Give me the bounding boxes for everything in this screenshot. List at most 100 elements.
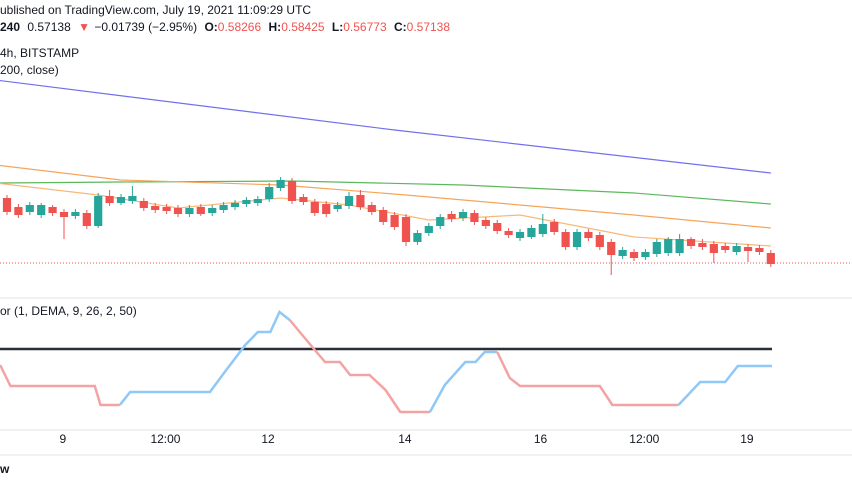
candle-body (572, 232, 582, 247)
line-series (0, 164, 771, 229)
candle-body (755, 248, 764, 252)
line-series (428, 350, 498, 413)
candle-body (561, 232, 570, 247)
candle-body (253, 199, 262, 203)
indicator-legend: or (1, DEMA, 9, 26, 2, 50) (0, 304, 137, 318)
ohlc-row: 240 0.57138 ▼ −0.01739 (−2.95%) O:0.5826… (0, 20, 454, 34)
line-series (0, 180, 771, 205)
candle-body (686, 239, 696, 246)
candle-body (265, 187, 274, 199)
candle-body (527, 228, 536, 237)
candle-body (94, 196, 103, 226)
candle-body (59, 212, 69, 217)
candle-body (322, 204, 331, 214)
logo: w (0, 462, 10, 476)
candle-body (208, 208, 217, 213)
candle-body (2, 198, 12, 212)
candle-body (698, 243, 707, 247)
x-tick-label: 14 (398, 432, 412, 446)
candle-body (493, 223, 502, 231)
candle-body (299, 197, 308, 202)
candle-body (515, 232, 525, 238)
candle-body (14, 207, 23, 215)
x-tick-label: 12:00 (150, 432, 180, 446)
candle-body (71, 212, 80, 216)
candle-body (276, 180, 285, 188)
candle-body (675, 239, 684, 253)
candle-body (219, 205, 228, 210)
candle-body (162, 207, 171, 211)
candle-body (173, 208, 183, 214)
line-series (677, 364, 772, 406)
candle-body (550, 222, 559, 232)
candle-body (607, 242, 616, 255)
ma-legend: 200, close) (0, 63, 59, 77)
candle-body (356, 195, 365, 207)
candle-body (151, 206, 160, 210)
candle-body (458, 212, 468, 218)
candle-body (230, 203, 240, 207)
last-price: 0.57138 (27, 20, 71, 34)
l-value: 0.56773 (343, 20, 387, 34)
x-tick-label: 19 (740, 432, 754, 446)
candle-body (766, 253, 775, 264)
candle-body (116, 197, 126, 203)
candle-body (128, 196, 137, 201)
candle-body (618, 250, 627, 256)
candle-body (105, 196, 114, 203)
candle-body (709, 244, 718, 253)
c-label: C: (393, 20, 407, 34)
line-series (288, 319, 430, 414)
change: −0.01739 (−2.95%) (94, 20, 198, 34)
o-value: 0.58266 (217, 20, 262, 34)
x-tick-label: 9 (60, 432, 67, 446)
x-tick-label: 12:00 (629, 432, 659, 446)
candle-body (333, 205, 342, 209)
candle-body (504, 231, 513, 235)
o-label: O: (204, 20, 218, 34)
candle-body (664, 239, 673, 253)
candle-body (447, 214, 456, 219)
line-series (496, 351, 679, 407)
h-label: H: (268, 20, 282, 34)
candle-body (721, 246, 730, 250)
candle-body (25, 205, 34, 212)
candle-body (287, 181, 297, 201)
h-value: 0.58425 (281, 20, 325, 34)
published: ublished on TradingView.com, July 19, 20… (0, 3, 312, 17)
candle-body (242, 200, 251, 204)
x-tick-label: 16 (534, 432, 548, 446)
candle-body (652, 242, 661, 254)
candle-body (82, 213, 91, 226)
candle-body (390, 215, 399, 227)
candle-body (401, 217, 411, 242)
candle-body (367, 205, 376, 212)
l-label: L: (331, 20, 344, 34)
candle-body (584, 232, 593, 238)
c-value: 0.57138 (406, 20, 451, 34)
candle-body (595, 235, 604, 247)
candle-body (37, 205, 46, 215)
candle-body (139, 201, 148, 208)
candle-body (641, 252, 650, 257)
line-series (0, 364, 120, 407)
candle-body (743, 247, 753, 251)
candle-body (538, 224, 547, 234)
candle-body (48, 207, 57, 213)
line-series (118, 310, 291, 406)
candle-body (344, 196, 354, 206)
candle-body (413, 233, 422, 242)
change-arrow: ▼ (78, 20, 90, 34)
interval: 240 (0, 20, 21, 34)
candle-body (424, 226, 433, 233)
x-tick-label: 12 (261, 432, 275, 446)
candle-body (470, 213, 479, 222)
line-series (0, 79, 771, 174)
candle-body (310, 202, 319, 213)
candle-body (481, 220, 490, 226)
candle-body (436, 217, 445, 226)
candle-body (196, 207, 205, 214)
symbol: 4h, BITSTAMP (0, 46, 80, 60)
